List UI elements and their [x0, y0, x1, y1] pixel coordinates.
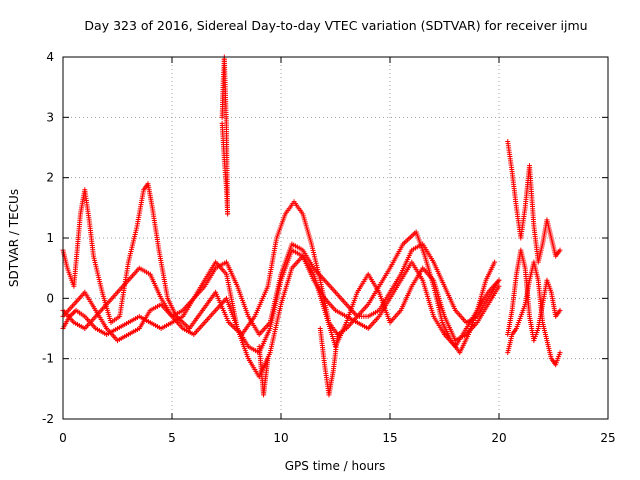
- data-point: [496, 283, 502, 289]
- grid: [63, 57, 608, 419]
- x-tick-label: 0: [59, 431, 67, 445]
- y-tick-label: -2: [42, 412, 54, 426]
- tick-labels: 0 5 10 15 20 25 -2 -1 0 1 2 3 4: [42, 50, 616, 445]
- data-points: [60, 54, 563, 398]
- x-axis-label: GPS time / hours: [285, 459, 386, 473]
- ticks: [62, 56, 609, 420]
- chart-title: Day 323 of 2016, Sidereal Day-to-day VTE…: [84, 18, 587, 33]
- data-point: [496, 277, 502, 283]
- x-tick-label: 5: [168, 431, 176, 445]
- data-point: [557, 247, 563, 253]
- y-tick-label: 4: [46, 50, 54, 64]
- y-tick-label: 3: [46, 110, 54, 124]
- data-point: [557, 307, 563, 313]
- x-tick-label: 10: [273, 431, 288, 445]
- data-point: [492, 259, 498, 265]
- y-tick-label: 2: [46, 171, 54, 185]
- x-tick-label: 15: [382, 431, 397, 445]
- data-point: [557, 350, 563, 356]
- y-tick-label: 1: [46, 231, 54, 245]
- data-point: [335, 332, 341, 338]
- data-point: [265, 356, 271, 362]
- y-axis-label: SDTVAR / TECUs: [7, 189, 21, 287]
- y-tick-label: 0: [46, 291, 54, 305]
- x-tick-label: 20: [491, 431, 506, 445]
- data-point: [225, 211, 231, 217]
- y-tick-label: -1: [42, 352, 54, 366]
- x-tick-label: 25: [600, 431, 615, 445]
